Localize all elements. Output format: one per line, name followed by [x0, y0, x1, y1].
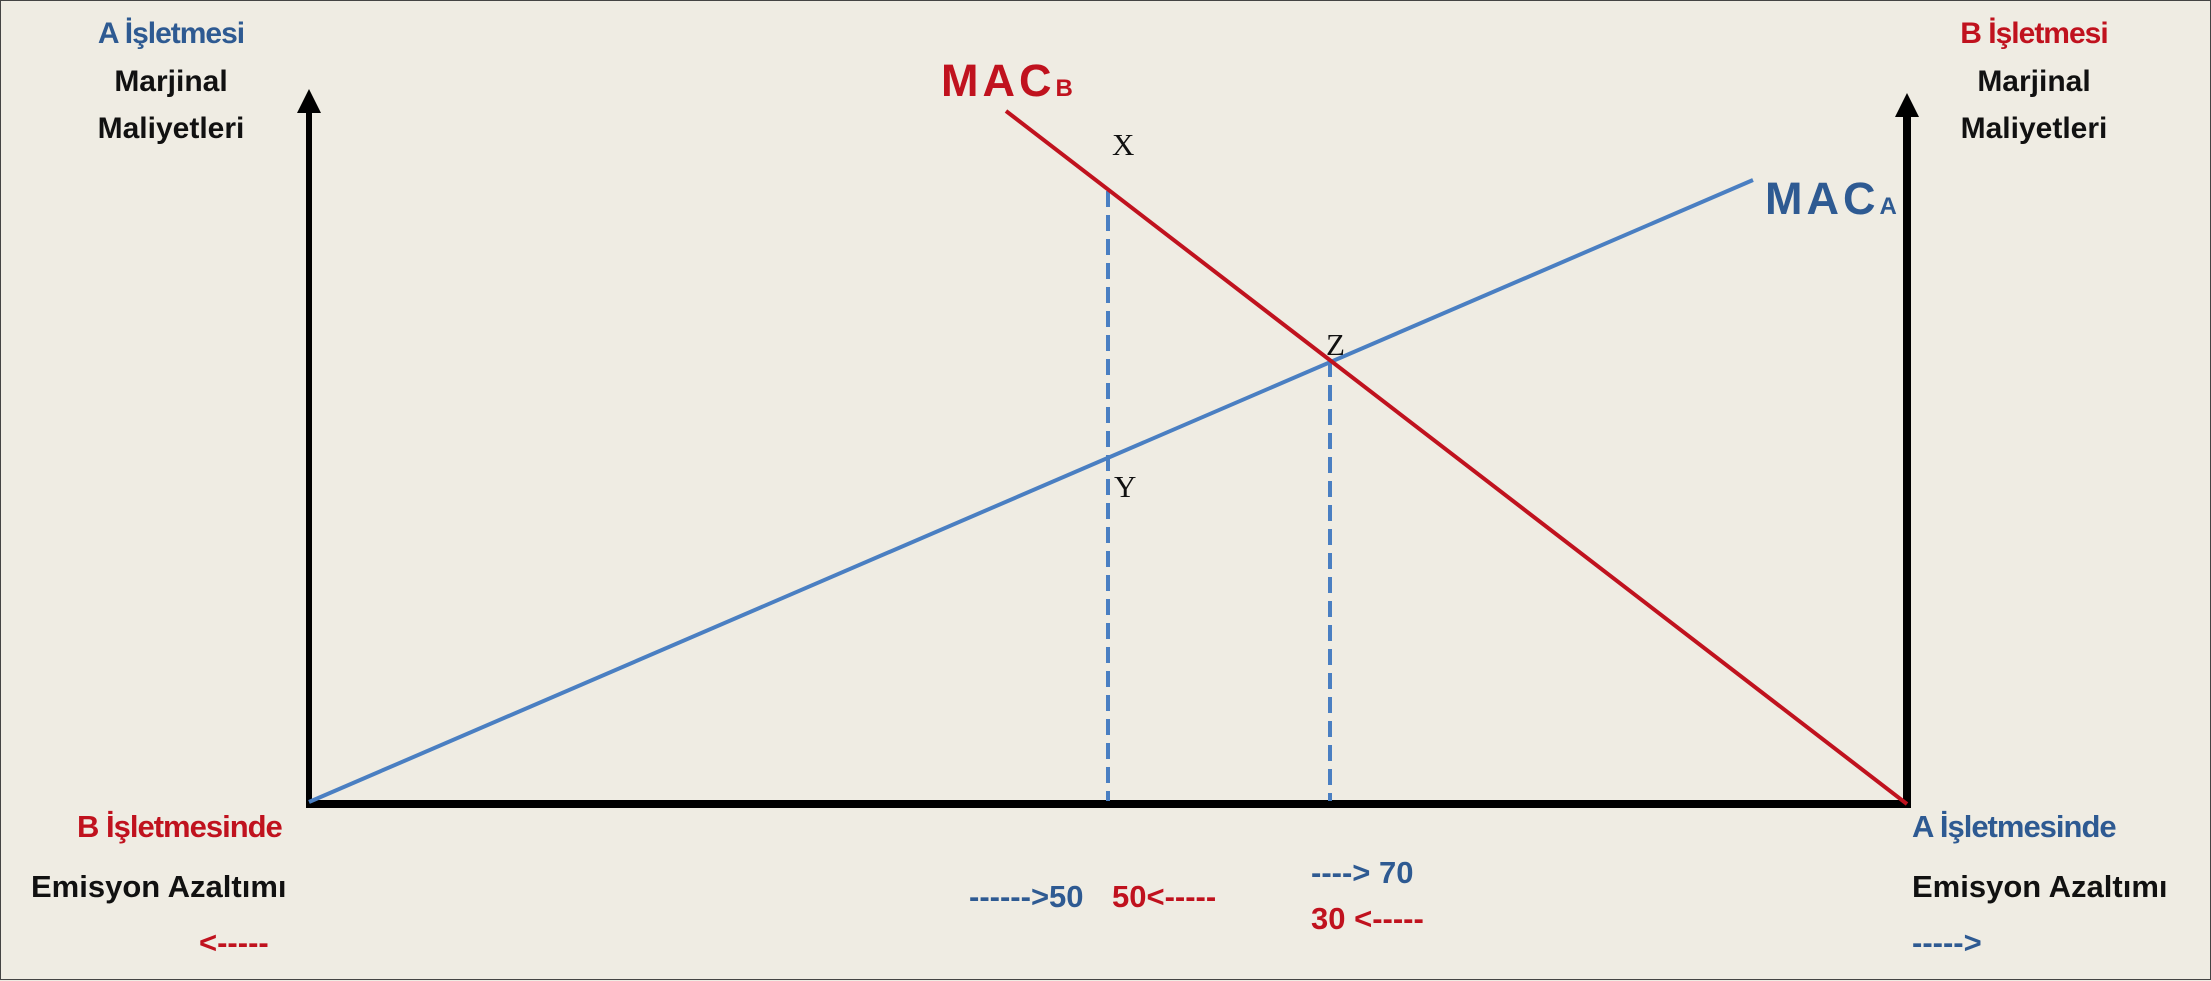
point-z-label: Z: [1326, 327, 1345, 362]
point-x-label: X: [1112, 127, 1135, 162]
left-axis-firm-label: A İşletmesi: [97, 17, 245, 50]
mac-a-label: MACA: [1765, 173, 1897, 225]
mac-b-subscript: B: [1055, 75, 1073, 102]
bottom-right-firm-label: A İşletmesinde: [1912, 809, 2117, 844]
right-axis-line2: Maliyetleri: [1960, 112, 2108, 145]
tick-50-red: 50<-----: [1112, 879, 1217, 914]
tick-70-blue: ----> 70: [1311, 855, 1414, 890]
bottom-right-line: Emisyon Azaltımı: [1912, 869, 2168, 904]
mac-b-main: MAC: [941, 55, 1056, 106]
left-axis-arrowhead: [297, 89, 321, 113]
bottom-left-line: Emisyon Azaltımı: [31, 869, 287, 904]
point-y-label: Y: [1114, 469, 1137, 504]
bottom-left-arrow: <-----: [199, 925, 269, 960]
tick-30-red: 30 <-----: [1311, 901, 1424, 936]
left-axis-line1: Marjinal: [114, 65, 228, 98]
bottom-right-arrow: ----->: [1912, 925, 1982, 960]
mac-a-curve: [308, 178, 1754, 804]
mac-a-main: MAC: [1765, 173, 1880, 224]
bottom-left-firm-label: B İşletmesinde: [77, 809, 283, 844]
right-axis-arrowhead: [1895, 93, 1919, 117]
right-axis-firm-label: B İşletmesi: [1960, 17, 2108, 50]
right-axis-line1: Marjinal: [1977, 65, 2091, 98]
mac-b-curve: [1004, 109, 1909, 806]
left-axis-line2: Maliyetleri: [97, 112, 245, 145]
mac-b-label: MACB: [941, 55, 1073, 107]
mac-a-subscript: A: [1879, 193, 1897, 220]
tick-50-blue: ------>50: [969, 879, 1084, 914]
